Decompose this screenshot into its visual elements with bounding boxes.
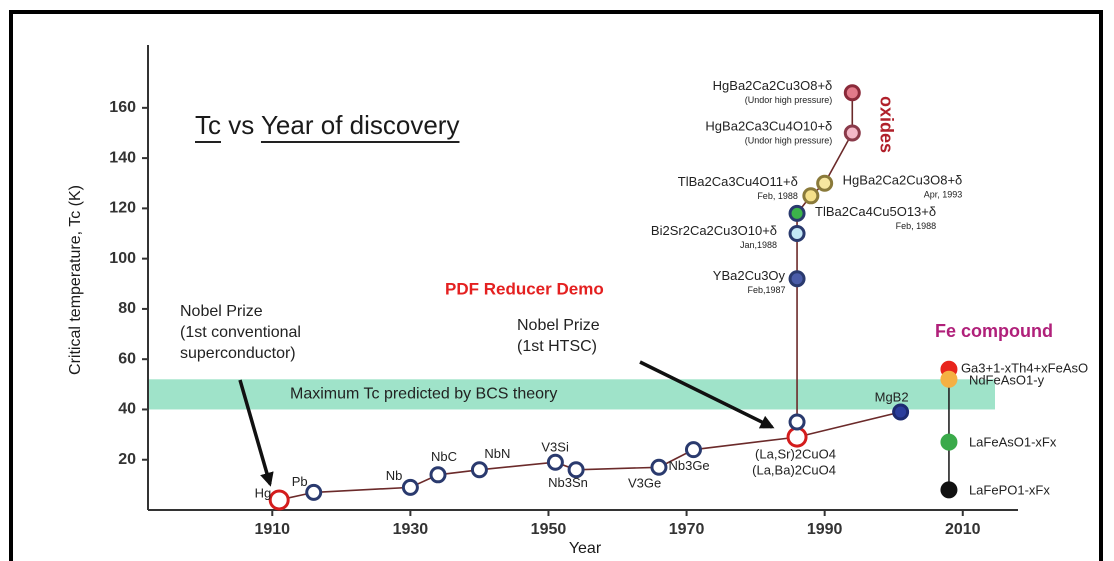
point-label: TlBa2Ca4Cu5O13+δ (815, 204, 936, 219)
data-point (816, 174, 834, 192)
annotation: (1st conventional (180, 324, 301, 341)
point-label: LaFeAsO1-xFx (969, 435, 1057, 450)
data-point (788, 204, 806, 222)
annotation: Nobel Prize (180, 303, 263, 320)
frame (9, 10, 1103, 561)
data-point (940, 370, 958, 388)
point-label: TlBa2Ca3Cu4O11+δ (678, 174, 798, 189)
data-point (401, 478, 419, 496)
point-label: NbN (484, 446, 510, 461)
annotation: (1st HTSC) (517, 338, 597, 355)
point-note: Feb,1987 (748, 285, 786, 295)
point-label: V3Si (541, 440, 569, 455)
point-label: HgBa2Ca2Cu3O8+δ (713, 78, 833, 93)
data-point (843, 124, 861, 142)
point-label: MgB2 (875, 389, 909, 404)
point-note: Feb, 1988 (757, 191, 798, 201)
data-point (940, 481, 958, 499)
x-axis-label: Year (569, 540, 602, 557)
data-point (650, 458, 668, 476)
data-point (470, 461, 488, 479)
annotation: superconductor) (180, 345, 296, 362)
data-point (567, 461, 585, 479)
point-label: Pb (292, 474, 308, 489)
point-label: YBa2Cu3Oy (713, 268, 786, 283)
x-tick-label: 1990 (807, 521, 843, 538)
data-point (843, 84, 861, 102)
x-tick-label: 1930 (393, 521, 429, 538)
bcs-band (148, 379, 995, 410)
y-tick-label: 40 (118, 401, 136, 418)
y-tick-label: 160 (109, 99, 136, 116)
y-tick-label: 60 (118, 350, 136, 367)
data-point (788, 413, 806, 431)
data-point (268, 489, 290, 511)
data-point (892, 403, 910, 421)
point-label: V3Ge (628, 476, 661, 491)
arrow (238, 379, 274, 487)
y-axis-label: Critical temperature, Tc (K) (67, 185, 84, 375)
bcs-label: Maximum Tc predicted by BCS theory (290, 386, 557, 403)
point-note: Feb, 1988 (896, 221, 937, 231)
point-note: (Undor high pressure) (745, 95, 833, 105)
y-tick-label: 100 (109, 250, 136, 267)
data-point (546, 453, 564, 471)
watermark: PDF Reducer Demo (445, 279, 604, 298)
plot: 20 40 60 80 100 120 140 160 1910 1930 1950 1970 1990… (109, 78, 1088, 538)
point-label: NbC (431, 449, 457, 464)
fe-label: Fe compound (935, 321, 1053, 341)
point-label: Bi2Sr2Ca2Cu3O10+δ (651, 223, 777, 238)
x-tick-label: 1950 (531, 521, 567, 538)
point-label: Hg (255, 485, 272, 500)
point-label: Nb3Ge (668, 458, 709, 473)
point-label: NdFeAsO1-y (969, 373, 1045, 388)
annotation: Nobel Prize (517, 317, 600, 334)
point-label: (La,Sr)2CuO4 (755, 447, 836, 462)
data-point (429, 466, 447, 484)
point-note: (La,Ba)2CuO4 (752, 463, 836, 478)
data-point (788, 225, 806, 243)
data-point (684, 441, 702, 459)
point-label: Nb (386, 468, 403, 483)
chart-title: Tc vs Year of discovery (195, 110, 459, 140)
arrow (639, 360, 775, 429)
point-label: HgBa2Ca3Cu4O10+δ (705, 118, 832, 133)
point-note: Jan,1988 (740, 240, 777, 250)
y-tick-label: 20 (118, 451, 136, 468)
data-point (788, 270, 806, 288)
point-label: LaFePO1-xFx (969, 482, 1050, 497)
point-label: Ga3+1-xTh4+xFeAsO (961, 361, 1088, 376)
y-tick-label: 80 (118, 300, 136, 317)
point-note: (Undor high pressure) (745, 135, 833, 145)
data-point (305, 483, 323, 501)
point-label: Nb3Sn (548, 475, 588, 490)
data-point (940, 433, 958, 451)
oxides-label: oxides (876, 96, 896, 153)
x-tick-label: 1910 (254, 521, 290, 538)
data-point (802, 187, 820, 205)
y-tick-label: 120 (109, 200, 136, 217)
data-point (786, 426, 808, 448)
x-tick-label: 1970 (669, 521, 705, 538)
y-tick-label: 140 (109, 149, 136, 166)
point-label: HgBa2Ca2Cu3O8+δ (843, 173, 963, 188)
point-note: Apr, 1993 (924, 190, 963, 200)
x-tick-label: 2010 (945, 521, 981, 538)
